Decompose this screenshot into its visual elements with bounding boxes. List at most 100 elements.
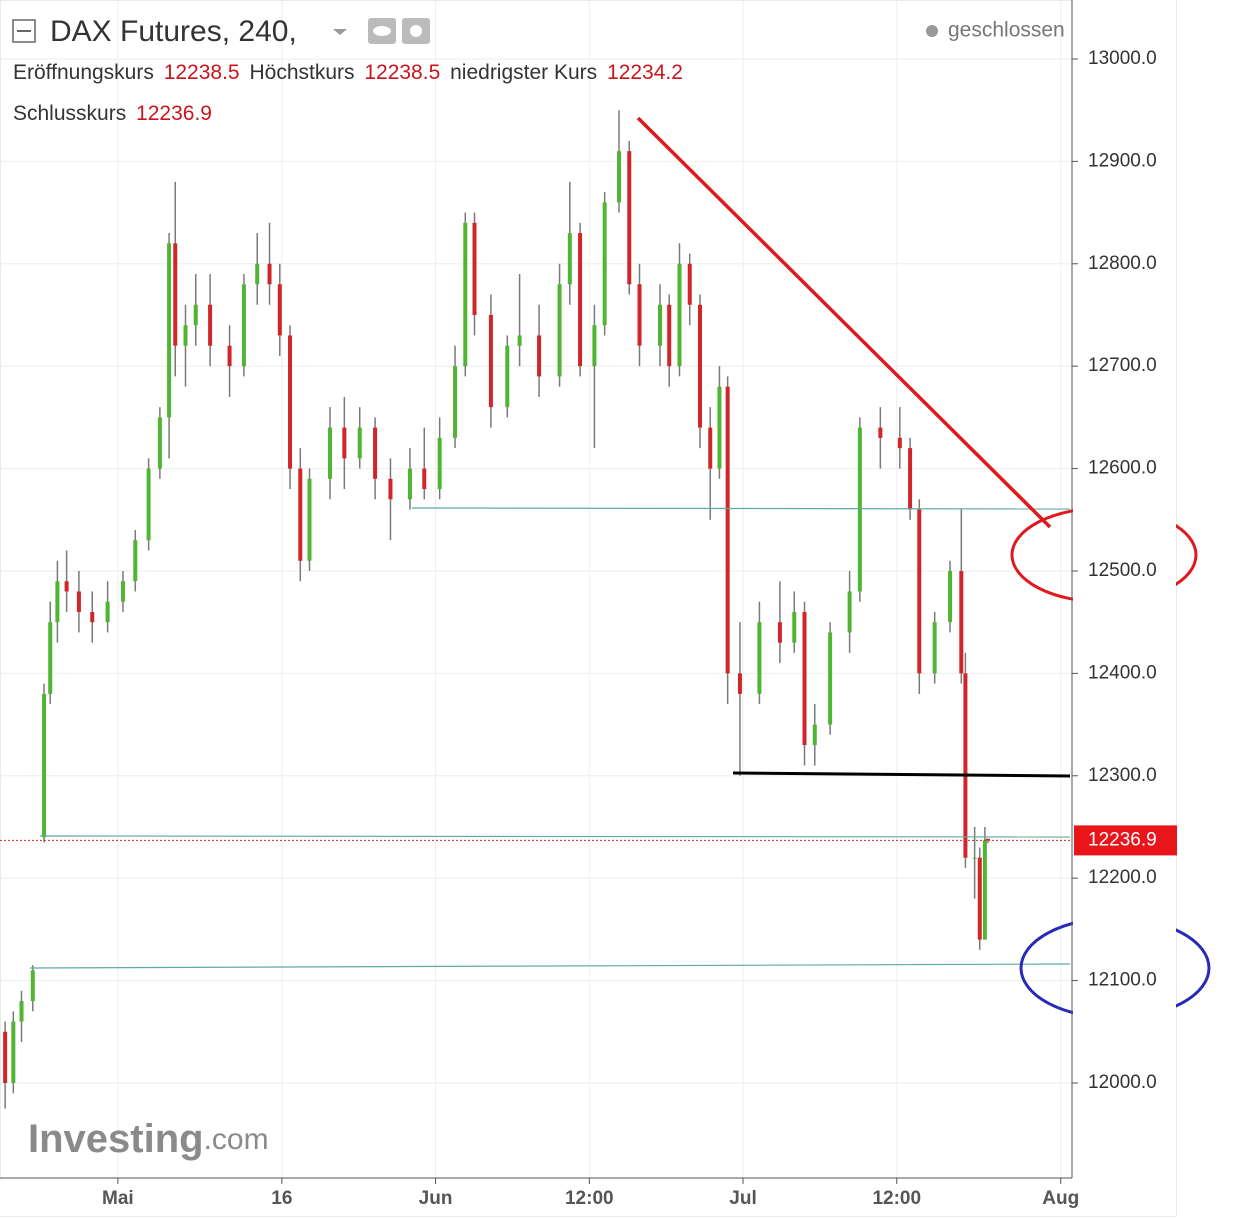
candle-body (488, 314, 493, 408)
candle-body (208, 304, 213, 346)
x-axis-panel (0, 1179, 1176, 1216)
candle-body (592, 325, 597, 367)
candle-body (48, 622, 53, 694)
candle-body (517, 335, 522, 346)
settings-icon (410, 25, 422, 37)
candle-body (802, 611, 807, 746)
x-tick-label: Jun (419, 1188, 453, 1209)
candle-body (505, 345, 510, 408)
ohlc-line: Eröffnungskurs 12238.5 Höchstkurs 12238.… (13, 61, 683, 84)
x-tick-label: Mai (102, 1188, 134, 1209)
y-tick-label: 12800.0 (1088, 253, 1157, 274)
candle-body (792, 611, 797, 643)
candle-body (90, 611, 95, 623)
y-tick-label: 12100.0 (1088, 970, 1157, 991)
x-tick-label: Aug (1042, 1188, 1079, 1209)
logo-suffix: .com (204, 1123, 269, 1156)
candle-body (982, 840, 987, 940)
candle-body (725, 386, 730, 674)
ohlc-value: 12238.5 (164, 61, 240, 84)
y-tick-label: 12400.0 (1088, 662, 1157, 683)
status-dot (926, 25, 938, 37)
candle-body (183, 325, 188, 346)
y-axis-panel (1073, 0, 1176, 1216)
candle-body (120, 581, 125, 602)
x-tick-label: 16 (271, 1188, 292, 1209)
candle-body (30, 970, 35, 1002)
candle-body (617, 151, 622, 203)
candle-body (241, 284, 246, 367)
candle-body (977, 857, 982, 940)
candle-body (193, 304, 198, 326)
ohlc-value: 12236.9 (136, 102, 212, 125)
ohlc-value: 12238.5 (364, 61, 440, 84)
candle-body (857, 427, 862, 592)
candle-body (878, 427, 883, 438)
y-tick-label: 12000.0 (1088, 1072, 1157, 1093)
candle-body (388, 478, 393, 500)
candle-body (157, 417, 162, 469)
candle-body (677, 263, 682, 367)
candle-body (255, 263, 260, 285)
candle-body (357, 427, 362, 459)
y-tick-label: 12600.0 (1088, 458, 1157, 479)
last-price-tag (1074, 825, 1177, 856)
candle-body (557, 284, 562, 377)
axes: 12000.0 12100.0 12200.0 12300.0 12400.0 12500… (102, 48, 1177, 1209)
ohlc-value: 12234.2 (607, 61, 683, 84)
y-tick-label: 12300.0 (1088, 765, 1157, 786)
collapse-icon[interactable] (12, 19, 36, 43)
status: geschlossen (948, 19, 1065, 42)
candle-body (288, 335, 293, 469)
candle-body (422, 468, 427, 490)
candle-body (537, 335, 542, 377)
candle-body (959, 570, 964, 674)
candle-body (407, 468, 412, 500)
chart-title: DAX Futures, 240, (50, 15, 297, 48)
trend-line (636, 116, 1052, 529)
candles (0, 110, 1072, 1109)
ohlc-line: Schlusskurs 12236.9 (13, 102, 212, 125)
candle-body (133, 540, 138, 582)
candle-body (105, 601, 110, 623)
candle-body (917, 509, 922, 674)
candle-body (463, 222, 468, 367)
candle-body (777, 622, 782, 643)
candle-body (307, 478, 312, 561)
candle-body (847, 591, 852, 633)
candle-body (19, 1001, 24, 1022)
candle-body (708, 427, 713, 469)
y-tick-label: 12900.0 (1088, 150, 1157, 171)
candle-body (667, 304, 672, 367)
logo: Investing.com (28, 1117, 269, 1161)
candle-body (602, 202, 607, 326)
y-tick-label: 12700.0 (1088, 355, 1157, 376)
candle-body (267, 263, 272, 285)
ohlc-label: Schlusskurs (13, 102, 126, 125)
candle-body (897, 437, 902, 449)
candle-body (737, 673, 742, 694)
candle-body (658, 304, 663, 346)
candle-body (963, 673, 968, 858)
candle-body (567, 233, 572, 285)
candle-body (757, 622, 762, 694)
frame (0, 0, 1177, 1217)
candle-body (277, 284, 282, 336)
candle-body (948, 570, 953, 623)
ohlc-label: Eröffnungskurs (13, 61, 154, 84)
candle-body (812, 724, 817, 746)
ohlc-label: Höchstkurs (249, 61, 354, 84)
dropdown[interactable] (333, 29, 347, 35)
logo-main: Investing (28, 1117, 204, 1161)
candle-body (472, 222, 477, 315)
support-line (39, 835, 1071, 838)
candle-body (173, 243, 178, 346)
y-tick-label: 12500.0 (1088, 560, 1157, 581)
candle-body (697, 304, 702, 428)
candle-body (373, 427, 378, 479)
candle-body (637, 284, 642, 346)
candle-body (298, 468, 303, 561)
candle-body (328, 427, 333, 479)
